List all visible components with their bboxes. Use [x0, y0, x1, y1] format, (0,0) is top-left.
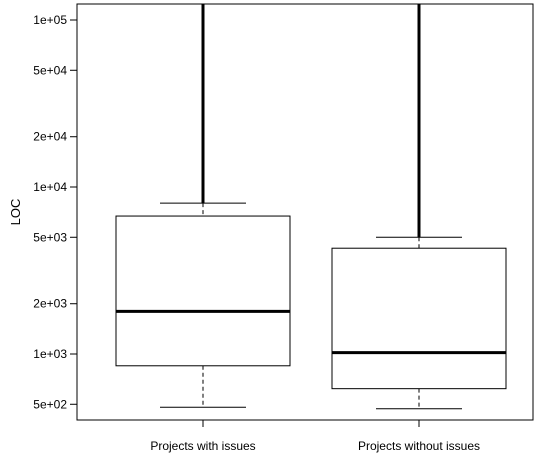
y-tick-label: 2e+04: [33, 130, 67, 144]
y-tick-label: 5e+04: [33, 63, 67, 77]
box-2: [332, 4, 506, 409]
y-tick-label: 5e+02: [33, 397, 67, 411]
iqr-box: [332, 248, 506, 388]
y-tick-label: 1e+05: [33, 13, 67, 27]
x-tick-label: Projects without issues: [358, 439, 480, 453]
x-tick-label: Projects with issues: [150, 439, 255, 453]
x-axis: Projects with issues Projects without iss…: [150, 420, 480, 453]
y-tick-label: 1e+03: [33, 347, 67, 361]
iqr-box: [116, 216, 290, 366]
y-tick-label: 2e+03: [33, 297, 67, 311]
box-1: [116, 4, 290, 407]
boxes: [116, 4, 506, 409]
y-axis-label: LOC: [8, 199, 23, 226]
y-tick-label: 5e+03: [33, 230, 67, 244]
y-axis: 5e+02 1e+03 2e+03 5e+03 1e+04 2e+04 5e+04 1e+05: [33, 4, 77, 420]
y-tick-label: 1e+04: [33, 180, 67, 194]
